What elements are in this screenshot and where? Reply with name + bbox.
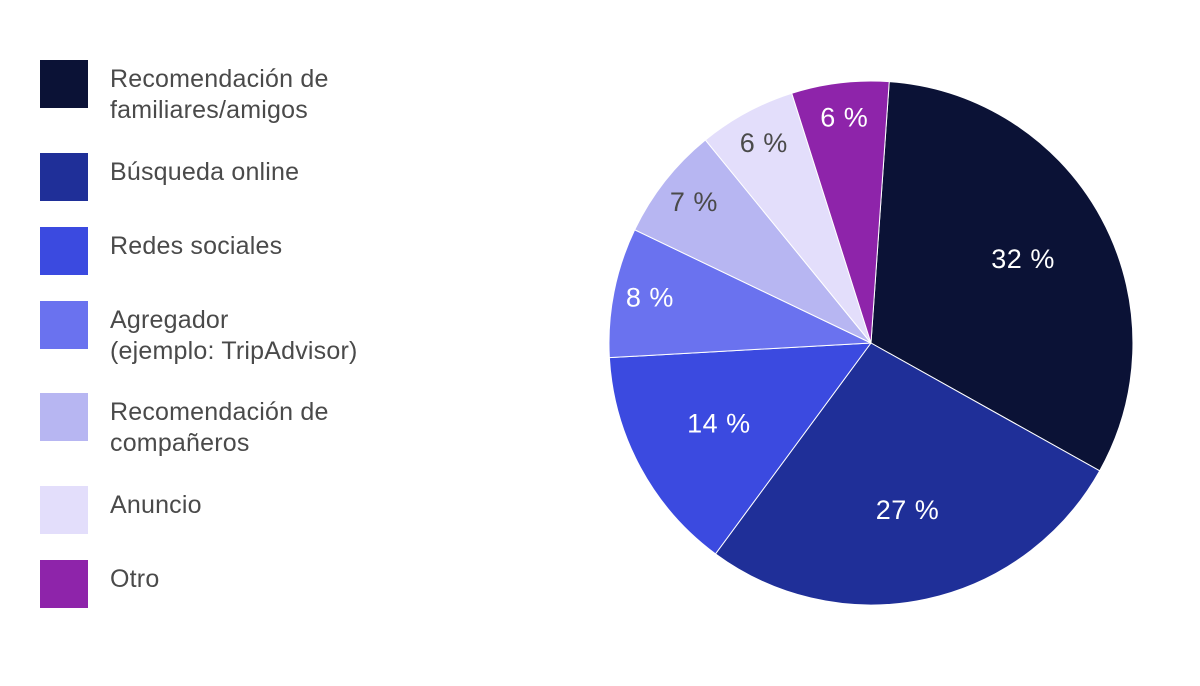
pie-slice-label: 8 % (626, 282, 674, 312)
legend-item: Recomendación decompañeros (40, 393, 540, 460)
legend-label: Recomendación defamiliares/amigos (110, 60, 329, 127)
legend-swatch (40, 393, 88, 441)
pie-chart-area: 32 % 27 % 14 % 8 % 7 % 6 % 6 % (540, 40, 1160, 646)
legend-swatch (40, 60, 88, 108)
pie-slice-label: 6 % (740, 128, 788, 158)
legend-item: Recomendación defamiliares/amigos (40, 60, 540, 127)
pie-chart: 32 % 27 % 14 % 8 % 7 % 6 % 6 % (609, 81, 1133, 605)
legend-item: Búsqueda online (40, 153, 540, 201)
legend-item: Agregador(ejemplo: TripAdvisor) (40, 301, 540, 368)
legend-swatch (40, 560, 88, 608)
pie-slice-label: 27 % (876, 495, 940, 525)
pie-slice-label: 14 % (687, 408, 751, 438)
legend-swatch (40, 486, 88, 534)
legend: Recomendación defamiliares/amigos Búsqued… (40, 40, 540, 646)
legend-swatch (40, 227, 88, 275)
legend-item: Otro (40, 560, 540, 608)
legend-label: Recomendación decompañeros (110, 393, 329, 460)
legend-label: Redes sociales (110, 227, 282, 262)
chart-container: Recomendación defamiliares/amigos Búsqued… (0, 0, 1200, 686)
legend-swatch (40, 301, 88, 349)
legend-label: Anuncio (110, 486, 202, 521)
pie-slice-label: 32 % (991, 244, 1055, 274)
legend-label: Búsqueda online (110, 153, 299, 188)
legend-swatch (40, 153, 88, 201)
legend-label: Agregador(ejemplo: TripAdvisor) (110, 301, 358, 368)
pie-slice-label: 6 % (820, 102, 868, 132)
pie-slice-label: 7 % (670, 187, 718, 217)
legend-item: Anuncio (40, 486, 540, 534)
legend-label: Otro (110, 560, 159, 595)
legend-item: Redes sociales (40, 227, 540, 275)
